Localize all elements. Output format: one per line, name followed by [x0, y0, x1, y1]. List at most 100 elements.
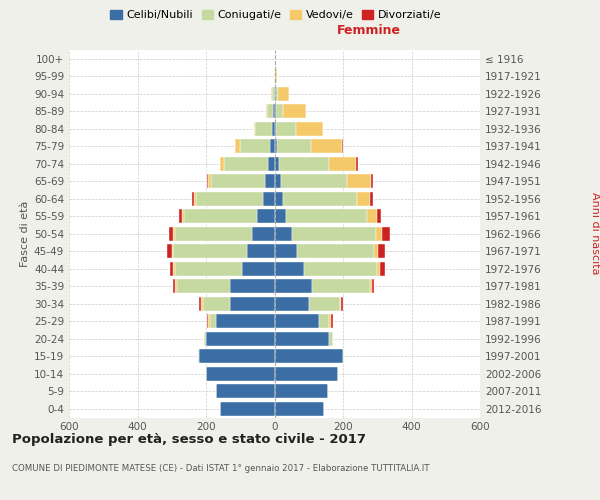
Bar [275, 210, 286, 223]
Bar [230, 297, 275, 310]
Bar [370, 192, 373, 205]
Bar [275, 157, 278, 170]
Bar [367, 210, 377, 223]
Bar [175, 280, 177, 293]
Bar [341, 140, 343, 153]
Bar [340, 297, 341, 310]
Bar [184, 210, 257, 223]
Bar [210, 314, 216, 328]
Y-axis label: Fasce di età: Fasce di età [20, 200, 30, 267]
Bar [177, 280, 230, 293]
Bar [199, 350, 275, 363]
Bar [240, 140, 270, 153]
Y-axis label: Anni di nascita: Anni di nascita [590, 192, 600, 275]
Bar [356, 157, 358, 170]
Bar [275, 384, 328, 398]
Bar [268, 157, 275, 170]
Bar [179, 210, 182, 223]
Bar [275, 280, 312, 293]
Bar [220, 157, 224, 170]
Bar [278, 157, 329, 170]
Bar [371, 174, 373, 188]
Bar [220, 402, 275, 415]
Bar [376, 227, 382, 240]
Legend: Celibi/Nubili, Coniugati/e, Vedovi/e, Divorziati/e: Celibi/Nubili, Coniugati/e, Vedovi/e, Di… [106, 6, 446, 25]
Bar [278, 87, 289, 101]
Bar [382, 227, 390, 240]
Bar [215, 384, 275, 398]
Bar [275, 140, 277, 153]
Bar [275, 332, 329, 345]
Bar [275, 104, 276, 118]
Bar [274, 87, 275, 101]
Bar [192, 192, 194, 205]
Bar [309, 297, 340, 310]
Bar [377, 210, 382, 223]
Bar [256, 122, 272, 136]
Bar [208, 174, 211, 188]
Bar [211, 174, 265, 188]
Bar [206, 314, 208, 328]
Bar [270, 140, 275, 153]
Bar [194, 192, 196, 205]
Bar [347, 174, 371, 188]
Bar [304, 262, 377, 276]
Bar [257, 210, 275, 223]
Bar [275, 297, 309, 310]
Bar [283, 192, 356, 205]
Bar [263, 192, 275, 205]
Bar [170, 262, 173, 276]
Text: COMUNE DI PIEDIMONTE MATESE (CE) - Dati ISTAT 1° gennaio 2017 - Elaborazione TUT: COMUNE DI PIEDIMONTE MATESE (CE) - Dati … [12, 464, 430, 473]
Bar [201, 297, 203, 310]
Bar [247, 244, 275, 258]
Bar [271, 87, 272, 101]
Bar [206, 367, 275, 380]
Bar [196, 192, 263, 205]
Bar [370, 280, 372, 293]
Bar [356, 192, 370, 205]
Bar [172, 244, 173, 258]
Bar [343, 350, 344, 363]
Bar [378, 244, 385, 258]
Bar [372, 280, 374, 293]
Bar [230, 280, 275, 293]
Bar [169, 227, 173, 240]
Bar [275, 70, 277, 83]
Bar [275, 174, 281, 188]
Bar [281, 174, 347, 188]
Bar [329, 332, 333, 345]
Bar [199, 297, 201, 310]
Bar [275, 367, 338, 380]
Bar [331, 314, 333, 328]
Bar [216, 314, 275, 328]
Bar [329, 157, 356, 170]
Bar [208, 314, 210, 328]
Text: Popolazione per età, sesso e stato civile - 2017: Popolazione per età, sesso e stato civil… [12, 432, 366, 446]
Bar [329, 314, 331, 328]
Bar [275, 227, 292, 240]
Bar [274, 70, 275, 83]
Bar [374, 244, 378, 258]
Bar [341, 297, 343, 310]
Bar [266, 104, 267, 118]
Bar [173, 227, 175, 240]
Bar [333, 332, 334, 345]
Bar [292, 227, 376, 240]
Bar [273, 104, 275, 118]
Bar [173, 280, 175, 293]
Bar [297, 244, 374, 258]
Bar [175, 227, 252, 240]
Bar [311, 140, 341, 153]
Bar [203, 297, 230, 310]
Bar [173, 244, 247, 258]
Bar [173, 262, 175, 276]
Bar [275, 314, 319, 328]
Bar [272, 122, 275, 136]
Bar [206, 332, 275, 345]
Bar [276, 104, 283, 118]
Bar [224, 157, 268, 170]
Bar [275, 192, 283, 205]
Bar [242, 262, 275, 276]
Bar [275, 87, 278, 101]
Bar [275, 402, 324, 415]
